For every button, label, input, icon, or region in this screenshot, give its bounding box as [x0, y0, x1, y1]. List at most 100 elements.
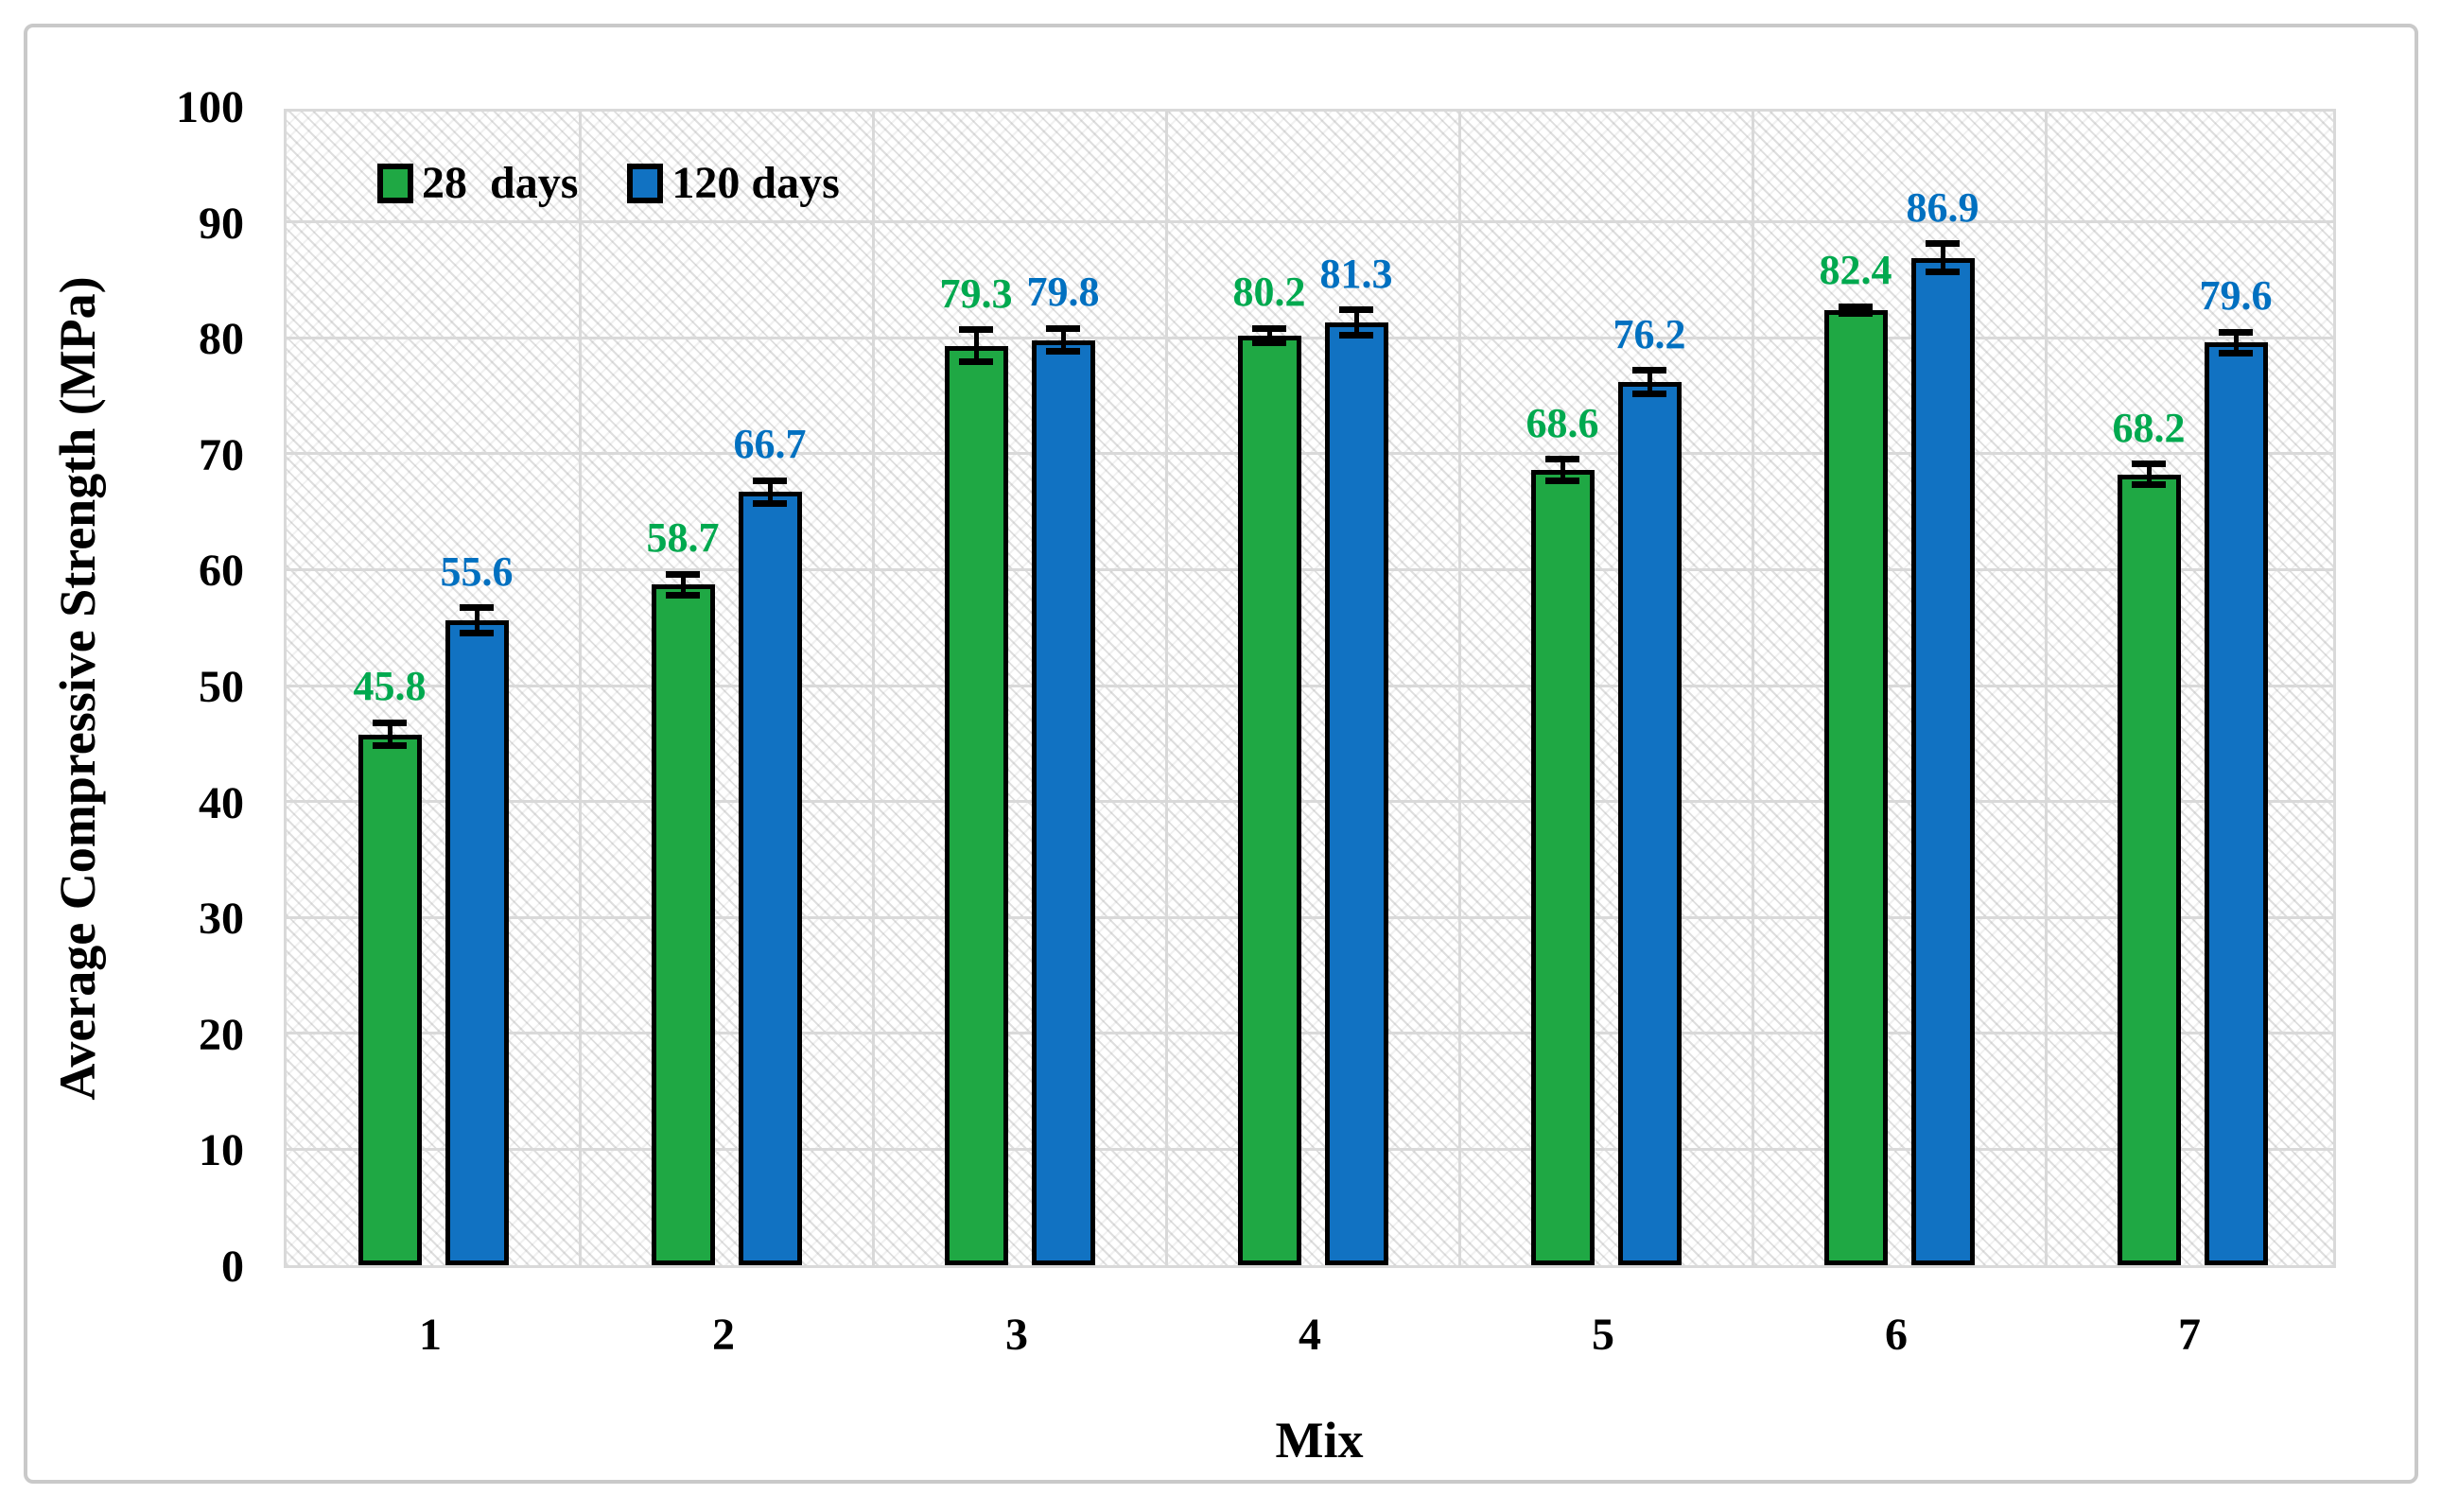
legend-swatch-120-days — [627, 164, 664, 203]
error-bar-line — [1647, 370, 1652, 394]
error-bar-cap-bottom — [1046, 348, 1080, 356]
error-bar-cap-top — [1839, 303, 1873, 310]
error-bar-line — [973, 329, 979, 362]
data-label: 68.2 — [2112, 404, 2186, 451]
error-bar-cap-bottom — [1926, 268, 1960, 275]
gridline-horizontal — [287, 452, 2333, 456]
data-label: 79.3 — [939, 269, 1013, 317]
gridline-horizontal — [287, 800, 2333, 804]
error-bar-line — [1560, 459, 1565, 480]
error-bar-cap-top — [1632, 367, 1666, 374]
gridline-horizontal — [287, 915, 2333, 919]
gridline-vertical — [2044, 112, 2048, 1265]
x-tick-label: 2 — [712, 1310, 735, 1360]
y-tick-label: 90 — [199, 198, 244, 249]
y-tick-label: 10 — [199, 1125, 244, 1176]
error-bar-cap-bottom — [1252, 339, 1286, 346]
error-bar-line — [767, 480, 773, 504]
y-tick-label: 100 — [176, 82, 244, 132]
y-tick-label: 20 — [199, 1009, 244, 1060]
error-bar-cap-top — [1545, 456, 1579, 463]
gridline-vertical — [1751, 112, 1754, 1265]
error-bar-line — [474, 607, 479, 634]
gridline-horizontal — [287, 336, 2333, 339]
bar — [1823, 309, 1888, 1265]
error-bar-cap-bottom — [1545, 477, 1579, 484]
bar — [1910, 257, 1975, 1265]
error-bar-cap-top — [666, 570, 700, 578]
x-tick-label: 7 — [2178, 1310, 2201, 1360]
error-bar-line — [2233, 332, 2239, 354]
error-bar-line — [1060, 328, 1066, 352]
gridline-vertical — [1457, 112, 1461, 1265]
error-bar-cap-top — [1926, 240, 1960, 248]
gridline-horizontal — [287, 567, 2333, 571]
error-bar-cap-top — [959, 326, 993, 334]
error-bar-cap-top — [1339, 306, 1373, 314]
error-bar-cap-top — [460, 604, 494, 612]
error-bar-line — [1266, 328, 1272, 343]
x-tick-label: 4 — [1299, 1310, 1321, 1360]
gridline-vertical — [1164, 112, 1168, 1265]
x-tick-label: 1 — [419, 1310, 442, 1360]
bar — [2117, 474, 2181, 1265]
bar — [1530, 469, 1595, 1265]
data-label: 66.7 — [733, 421, 807, 467]
gridline-horizontal — [287, 1147, 2333, 1151]
error-bar-cap-bottom — [1339, 332, 1373, 339]
error-bar-line — [387, 722, 392, 746]
y-tick-label: 0 — [221, 1242, 244, 1292]
error-bar-cap-top — [1252, 324, 1286, 332]
error-bar-cap-bottom — [1632, 390, 1666, 397]
data-label: 45.8 — [353, 663, 427, 710]
bar — [2204, 342, 2268, 1265]
data-label: 79.6 — [2199, 272, 2273, 320]
data-label: 55.6 — [440, 547, 514, 595]
data-label: 76.2 — [1613, 310, 1686, 357]
legend-swatch-28-days — [377, 164, 413, 203]
error-bar-cap-bottom — [959, 358, 993, 366]
bar — [944, 345, 1008, 1265]
figure-border — [24, 24, 2418, 1484]
bar — [1324, 322, 1388, 1265]
data-label: 58.7 — [646, 514, 720, 562]
bar — [1031, 339, 1095, 1265]
legend: 28 days 120 days — [377, 161, 840, 206]
gridline-horizontal — [287, 1032, 2333, 1035]
y-tick-label: 70 — [199, 429, 244, 480]
error-bar-cap-bottom — [666, 591, 700, 599]
error-bar-line — [1853, 306, 1858, 314]
error-bar-cap-top — [753, 477, 787, 484]
y-tick-label: 80 — [199, 314, 244, 365]
legend-label-28-days: 28 days — [422, 158, 579, 208]
data-label: 79.8 — [1026, 269, 1100, 316]
y-tick-label: 40 — [199, 777, 244, 828]
error-bar-cap-top — [2219, 328, 2253, 336]
error-bar-line — [1940, 243, 1945, 272]
gridline-horizontal — [287, 684, 2333, 687]
x-tick-label: 5 — [1592, 1310, 1614, 1360]
error-bar-line — [680, 574, 686, 596]
data-label: 68.6 — [1526, 399, 1599, 446]
error-bar-line — [1353, 309, 1359, 336]
legend-label-120-days: 120 days — [671, 158, 840, 208]
gridline-vertical — [578, 112, 582, 1265]
x-axis-title: Mix — [1275, 1412, 1364, 1469]
error-bar-cap-bottom — [2132, 481, 2166, 489]
x-tick-label: 6 — [1885, 1310, 1908, 1360]
error-bar-cap-bottom — [460, 630, 494, 637]
y-tick-label: 60 — [199, 546, 244, 597]
y-tick-label: 50 — [199, 662, 244, 712]
bar — [738, 492, 802, 1265]
plot-area: 45.8 58.7 79.3 80.2 68.6 82.4 68.2 55.6 66.7 79.8… — [284, 109, 2336, 1268]
bar — [1237, 335, 1301, 1265]
error-bar-cap-top — [1046, 324, 1080, 332]
error-bar-cap-top — [373, 719, 407, 726]
y-tick-label: 30 — [199, 894, 244, 945]
data-label: 81.3 — [1319, 250, 1393, 297]
data-label: 82.4 — [1819, 247, 1892, 294]
error-bar-cap-bottom — [753, 500, 787, 508]
data-label: 86.9 — [1906, 183, 1979, 231]
error-bar-cap-bottom — [2219, 349, 2253, 356]
